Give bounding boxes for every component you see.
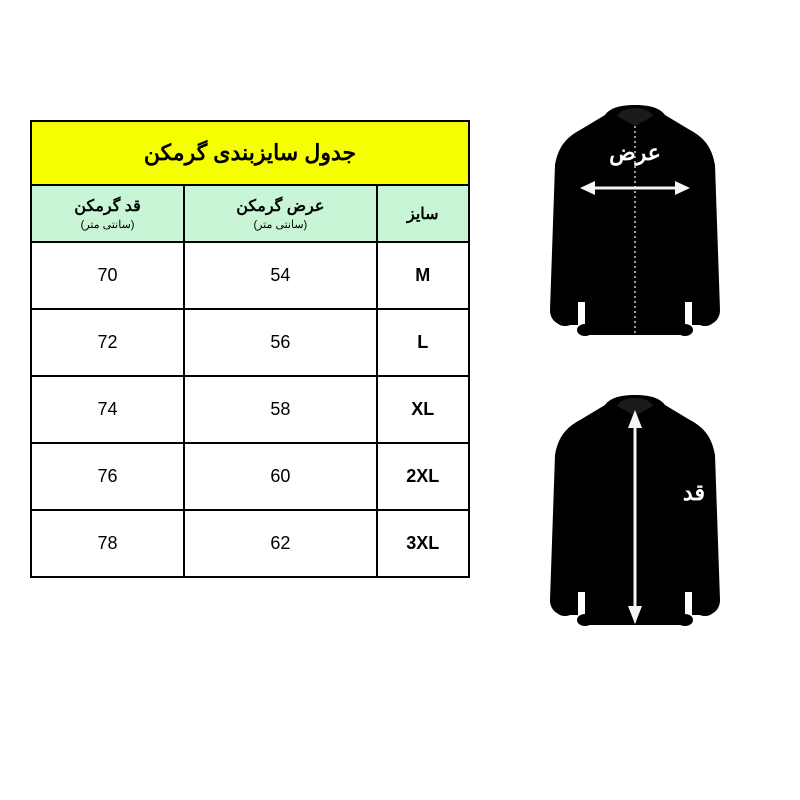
cell-size: L	[377, 309, 469, 376]
cell-height: 76	[31, 443, 184, 510]
jacket-icon	[510, 380, 760, 640]
size-table-wrap: جدول سایزبندی گرمکن قد گرمکن (سانتی متر)…	[30, 120, 470, 578]
cell-height: 70	[31, 242, 184, 309]
cell-width: 62	[184, 510, 376, 577]
table-title: جدول سایزبندی گرمکن	[31, 121, 469, 185]
col-header-size: سایز	[377, 185, 469, 242]
table-row: 72 56 L	[31, 309, 469, 376]
table-row: 76 60 2XL	[31, 443, 469, 510]
table-row: 78 62 3XL	[31, 510, 469, 577]
jacket-diagrams: عرض قد	[510, 90, 760, 640]
cell-height: 74	[31, 376, 184, 443]
cell-size: 3XL	[377, 510, 469, 577]
cell-width: 54	[184, 242, 376, 309]
table-header-row: قد گرمکن (سانتی متر) عرض گرمکن (سانتی مت…	[31, 185, 469, 242]
jacket-icon	[510, 90, 760, 350]
infographic-container: جدول سایزبندی گرمکن قد گرمکن (سانتی متر)…	[0, 0, 800, 640]
cell-height: 72	[31, 309, 184, 376]
table-row: 70 54 M	[31, 242, 469, 309]
col-header-height: قد گرمکن (سانتی متر)	[31, 185, 184, 242]
width-label: عرض	[609, 140, 661, 166]
table-title-row: جدول سایزبندی گرمکن	[31, 121, 469, 185]
cell-width: 58	[184, 376, 376, 443]
cell-height: 78	[31, 510, 184, 577]
size-chart-table: جدول سایزبندی گرمکن قد گرمکن (سانتی متر)…	[30, 120, 470, 578]
table-row: 74 58 XL	[31, 376, 469, 443]
cell-size: 2XL	[377, 443, 469, 510]
col-header-width: عرض گرمکن (سانتی متر)	[184, 185, 376, 242]
height-label: قد	[683, 480, 705, 506]
cell-width: 56	[184, 309, 376, 376]
jacket-width-diagram: عرض	[510, 90, 760, 350]
cell-size: XL	[377, 376, 469, 443]
table-body: 70 54 M 72 56 L 74 58 XL 76 60 2XL	[31, 242, 469, 577]
jacket-height-diagram: قد	[510, 380, 760, 640]
cell-size: M	[377, 242, 469, 309]
cell-width: 60	[184, 443, 376, 510]
